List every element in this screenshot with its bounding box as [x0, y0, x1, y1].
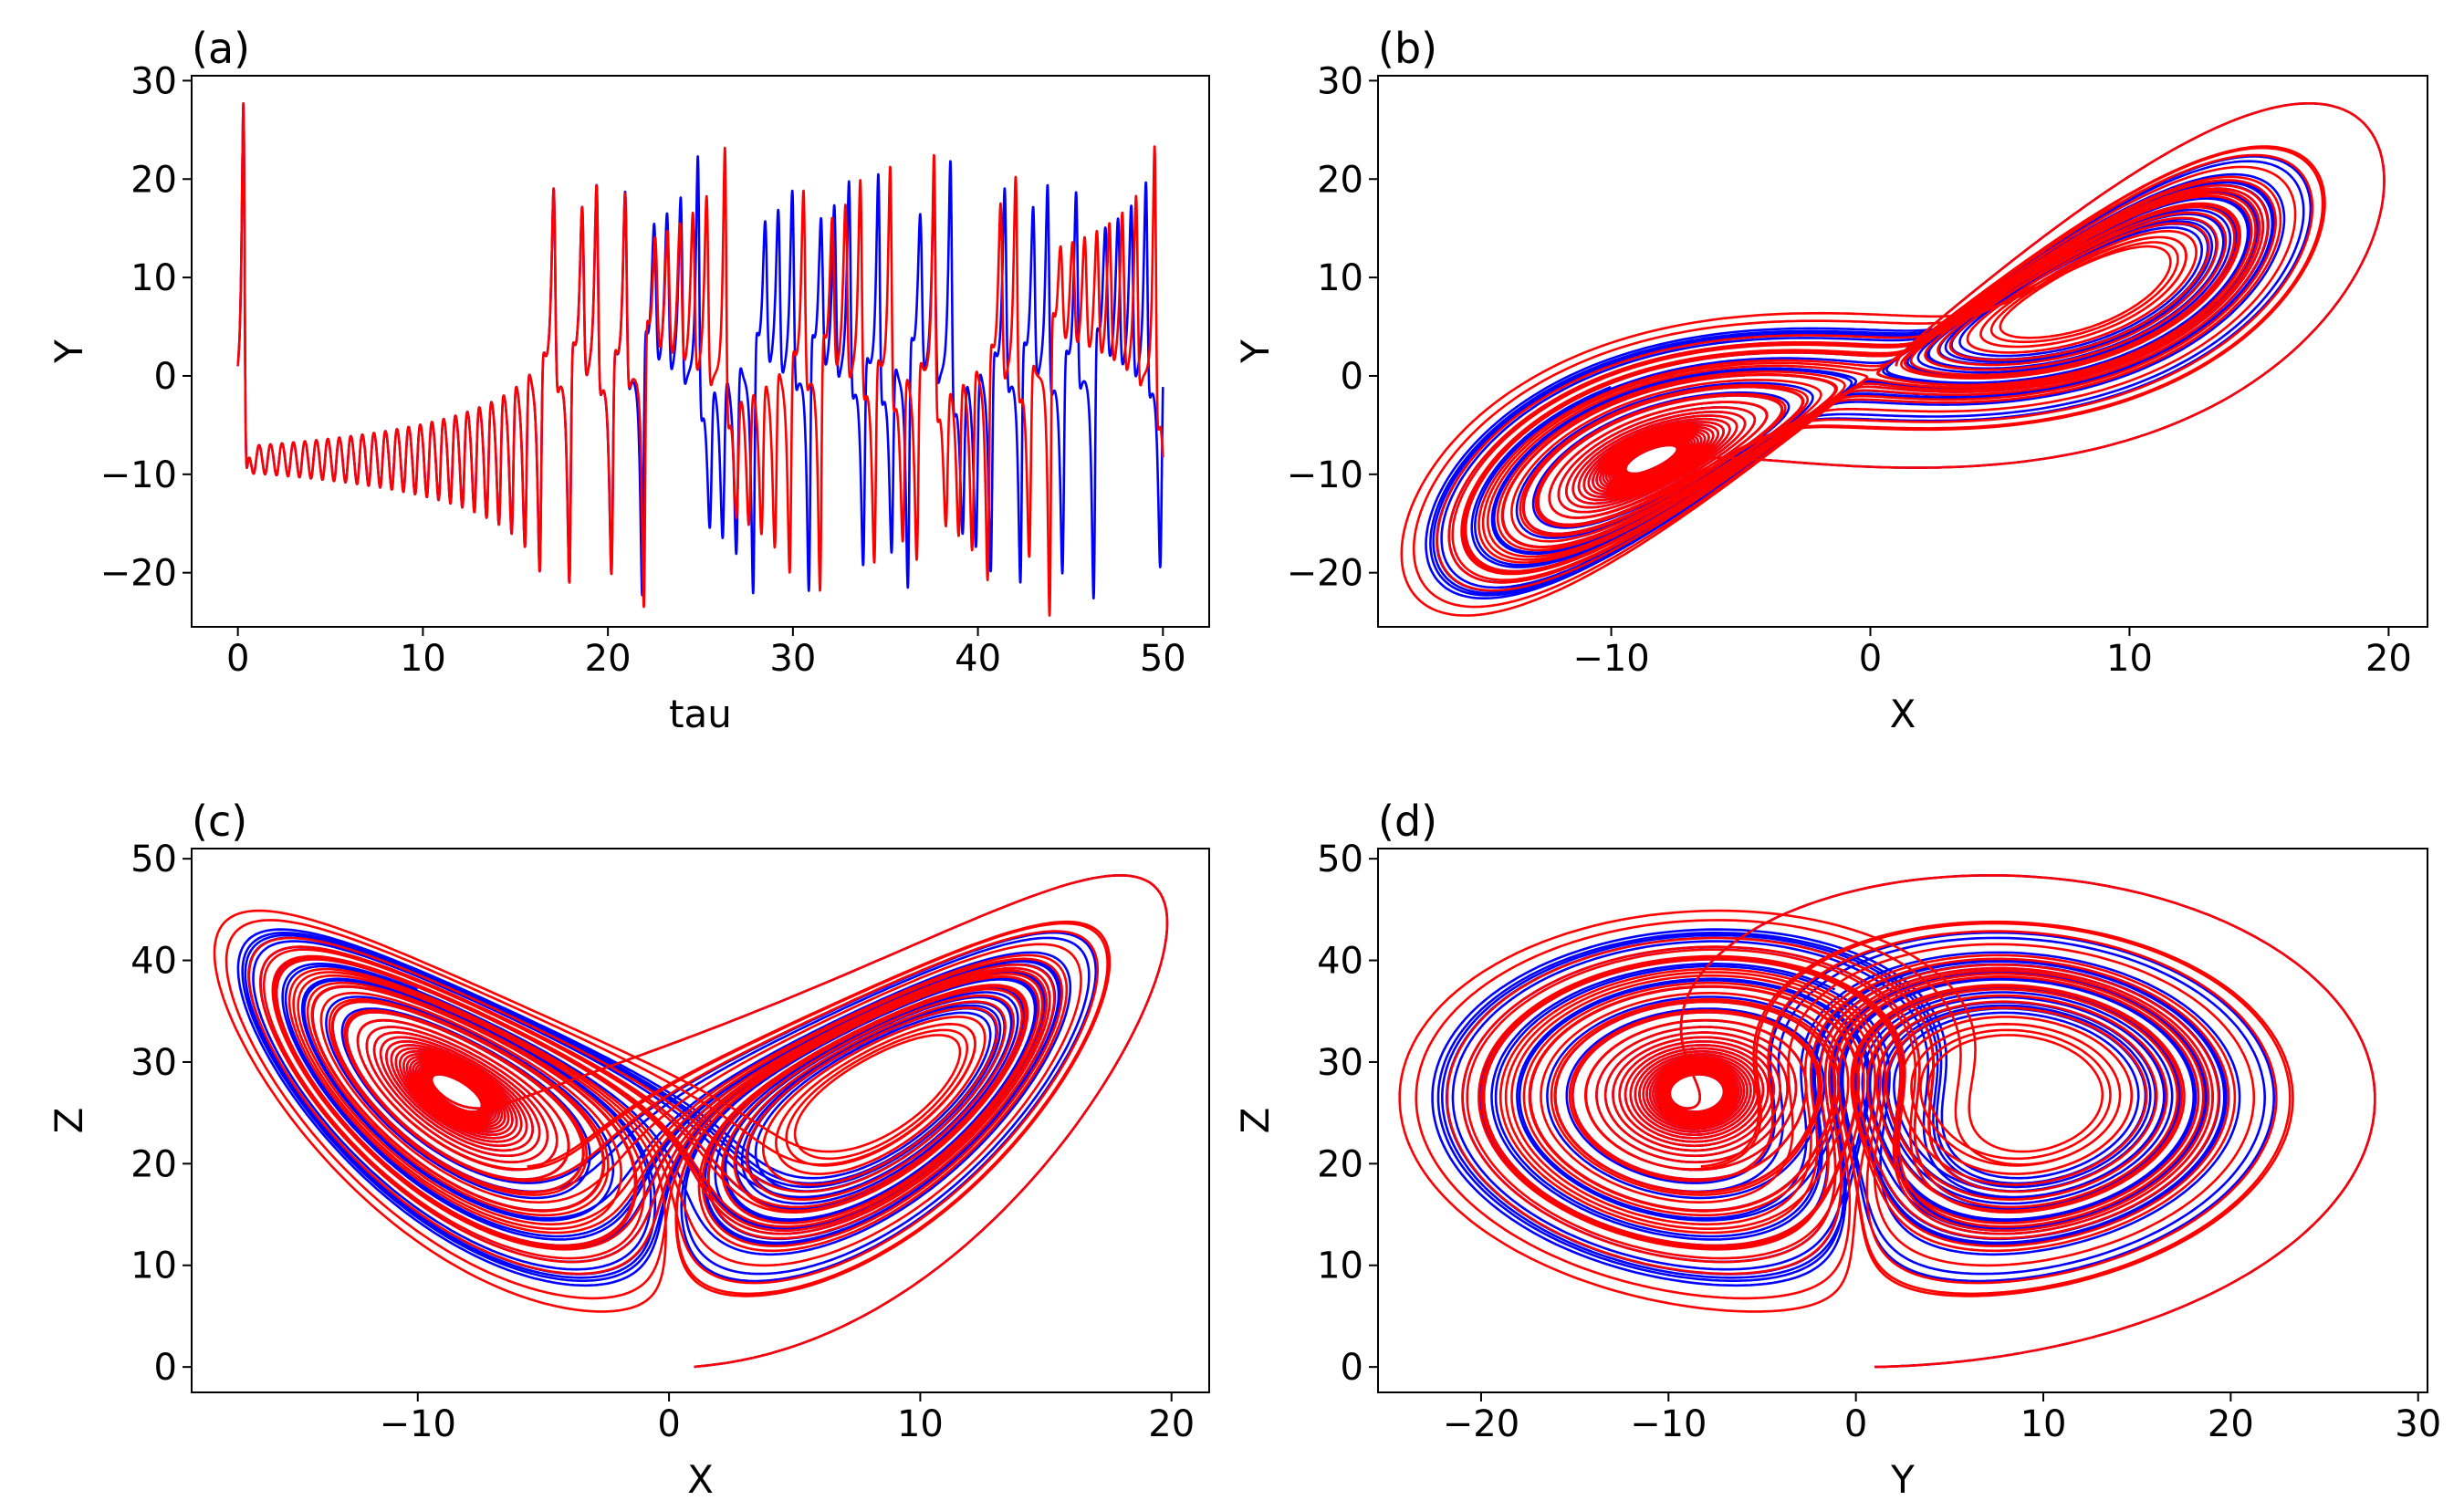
- panel-label: (b): [1378, 24, 1437, 73]
- y-axis-label: Y: [1233, 339, 1278, 364]
- y-tick-label: 10: [131, 1245, 177, 1287]
- y-tick-label: 30: [1317, 60, 1363, 102]
- y-tick-label: −10: [1287, 454, 1363, 496]
- y-axis-label: Z: [47, 1108, 91, 1134]
- x-axis-label: Y: [1890, 1457, 1915, 1502]
- axes-frame: [191, 848, 1210, 1393]
- panel-b: −10 0 10 20 −20 −10 0 10 20 30 X Y (b): [1233, 24, 2428, 736]
- series-group: [1400, 102, 2386, 617]
- y-tick-label: 10: [1317, 257, 1363, 299]
- y-tick-label: −10: [100, 454, 177, 496]
- y-tick-label: 40: [1317, 941, 1363, 983]
- y-tick-label: 0: [1341, 1347, 1363, 1389]
- y-tick-label: 40: [131, 941, 177, 983]
- panel-label: (a): [192, 24, 250, 73]
- x-axis-label: tau: [669, 692, 732, 736]
- x-tick-label: 10: [897, 1403, 944, 1445]
- x-axis-label: X: [1890, 692, 1916, 736]
- series-group: [1398, 874, 2376, 1369]
- x-tick-label: 20: [1148, 1403, 1195, 1445]
- x-tick-label: 10: [400, 638, 446, 680]
- x-tick-label: 30: [769, 638, 816, 680]
- y-axis-label: Y: [47, 339, 91, 364]
- y-tick-label: 30: [131, 60, 177, 102]
- axes-frame: [191, 75, 1210, 628]
- x-tick-label: 20: [2208, 1403, 2254, 1445]
- series-group: [236, 102, 1164, 617]
- panel-label: (d): [1378, 797, 1437, 846]
- y-tick-label: −20: [1287, 553, 1363, 595]
- panel-label: (c): [192, 797, 247, 846]
- series-group: [213, 874, 1169, 1369]
- series-line-2: [236, 102, 1164, 617]
- y-tick-label: 10: [131, 257, 177, 299]
- x-tick-label: 10: [2020, 1403, 2067, 1445]
- x-tick-label: −20: [1443, 1403, 1519, 1445]
- panel-c: −10 0 10 20 0 10 20 30 40 50 X Z (c): [47, 797, 1210, 1502]
- y-tick-label: 50: [131, 839, 177, 881]
- y-axis-label: Z: [1233, 1108, 1278, 1134]
- series-line-2: [1400, 102, 2386, 617]
- y-tick-label: 0: [154, 356, 177, 398]
- x-tick-label: −10: [1630, 1403, 1707, 1445]
- axes-frame: [1377, 848, 2428, 1393]
- x-tick-label: 0: [1844, 1403, 1867, 1445]
- y-tick-label: 20: [131, 1143, 177, 1185]
- panel-a: 0 10 20 30 40 50 −20 −10 0 10 20 30 tau Y (a): [47, 24, 1210, 736]
- y-tick-label: 20: [1317, 1143, 1363, 1185]
- x-tick-label: 50: [1140, 638, 1186, 680]
- axes-frame: [1377, 75, 2428, 628]
- x-tick-label: 30: [2395, 1403, 2441, 1445]
- series-line-2: [1398, 874, 2376, 1369]
- x-tick-label: −10: [1572, 638, 1649, 680]
- x-tick-label: −10: [380, 1403, 456, 1445]
- y-tick-label: −20: [100, 553, 177, 595]
- x-tick-label: 20: [2365, 638, 2412, 680]
- x-axis-label: X: [687, 1457, 714, 1502]
- y-tick-label: 0: [154, 1347, 177, 1389]
- series-line-2: [213, 874, 1169, 1369]
- x-tick-label: 0: [226, 638, 249, 680]
- x-tick-label: 40: [955, 638, 1001, 680]
- y-tick-label: 50: [1317, 839, 1363, 881]
- panel-d: −20 −10 0 10 20 30 0 10 20 30 40 50 Y Z (d): [1233, 797, 2441, 1502]
- series-line-1: [1431, 874, 2376, 1369]
- x-tick-label: 0: [1859, 638, 1882, 680]
- x-tick-label: 10: [2106, 638, 2153, 680]
- y-tick-label: 0: [1341, 356, 1363, 398]
- y-tick-label: 10: [1317, 1245, 1363, 1287]
- y-tick-label: 30: [131, 1042, 177, 1084]
- x-tick-label: 20: [585, 638, 632, 680]
- y-tick-label: 20: [1317, 159, 1363, 201]
- y-tick-label: 20: [131, 159, 177, 201]
- y-tick-label: 30: [1317, 1042, 1363, 1084]
- x-tick-label: 0: [657, 1403, 680, 1445]
